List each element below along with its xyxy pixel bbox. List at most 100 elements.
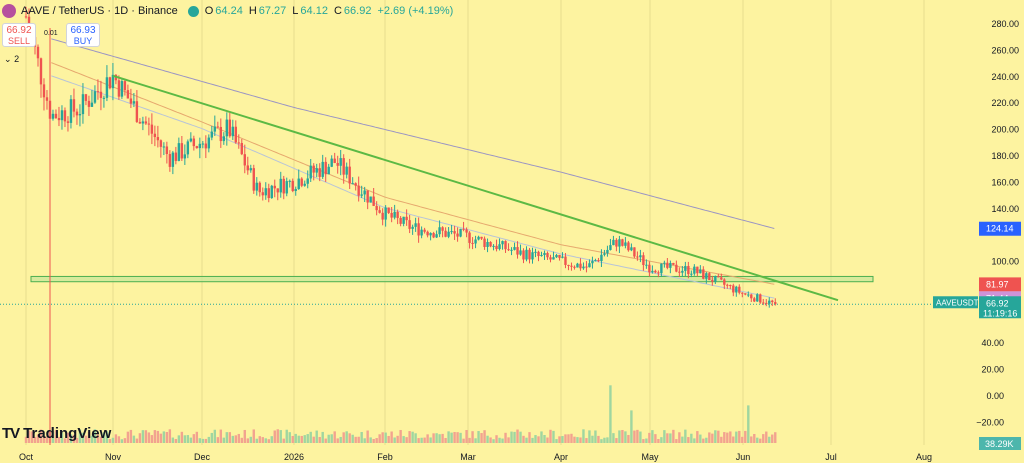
candle-body <box>522 250 525 260</box>
volume-bar <box>228 432 232 443</box>
candle-body <box>432 233 435 238</box>
candle-body <box>570 265 573 267</box>
high-value: 67.27 <box>258 5 287 17</box>
volume-bar <box>315 430 318 443</box>
volume-bar <box>774 432 777 443</box>
support-zone[interactable] <box>30 275 874 283</box>
volume-bar <box>153 430 157 443</box>
buy-price: 66.93 <box>70 25 96 36</box>
volume-bar <box>423 437 426 443</box>
volume-bar <box>420 437 423 443</box>
candle-body <box>45 97 49 101</box>
symbol-title[interactable]: AAVE / TetherUS · 1D · Binance <box>21 5 178 17</box>
candle-body <box>327 166 330 175</box>
volume-bar <box>579 437 582 443</box>
candle-body <box>453 231 456 234</box>
volume-bar <box>492 439 495 443</box>
candle-body <box>477 236 480 240</box>
candle-body <box>468 232 471 243</box>
volume-bar <box>135 438 139 443</box>
volume-bar <box>39 429 43 443</box>
candle-body <box>483 238 486 247</box>
volume-bar <box>747 405 750 443</box>
volume-bar <box>543 435 546 443</box>
candle-body <box>195 146 199 149</box>
volume-bar <box>51 431 55 443</box>
price-axis[interactable]: 280.00 260.00 240.00 220.00 200.00 180.00 160.… <box>933 19 1021 450</box>
candle-body <box>708 273 711 281</box>
time-tick-label: Feb <box>377 452 393 462</box>
volume-tick-label: −20.00 <box>976 417 1004 427</box>
candle-body <box>624 242 627 246</box>
candle-body <box>531 252 534 260</box>
volume-bar <box>366 430 369 443</box>
candle-body <box>384 207 387 220</box>
candle-body <box>699 269 702 274</box>
volume-bar <box>729 431 732 443</box>
volume-bar <box>138 433 142 443</box>
volume-bar <box>495 435 498 443</box>
volume-bar <box>489 437 492 443</box>
candle-body <box>651 270 654 273</box>
candle-body <box>189 138 193 142</box>
volume-bar <box>765 431 768 443</box>
price-tick-label: 240.00 <box>991 72 1019 82</box>
buy-button[interactable]: 66.93 BUY <box>66 23 100 47</box>
candle-body <box>381 212 384 220</box>
volume-bar <box>705 437 708 443</box>
price-tick-label: 200.00 <box>991 125 1019 135</box>
volume-bar <box>558 436 561 443</box>
candle-body <box>126 90 130 99</box>
volume-bar <box>105 430 109 443</box>
volume-bar <box>165 431 169 443</box>
candle-body <box>471 242 474 244</box>
candle-body <box>771 300 774 303</box>
aave-logo-icon <box>2 4 16 18</box>
candle-body <box>366 190 369 203</box>
volume-bar <box>63 438 67 443</box>
time-tick-label: May <box>641 452 659 462</box>
volume-bar <box>129 429 133 443</box>
trendline[interactable] <box>112 74 839 302</box>
volume-bar <box>528 432 531 443</box>
time-tick-label: Apr <box>554 452 568 462</box>
volume-bar <box>231 435 234 443</box>
volume-bar <box>606 437 609 443</box>
volume-bar <box>435 433 438 443</box>
volume-bar <box>693 438 696 443</box>
volume-bar <box>45 436 49 443</box>
candle-body <box>711 280 714 282</box>
sell-button[interactable]: 66.92 SELL <box>2 23 36 47</box>
candle-body <box>606 249 609 254</box>
quantity-selector[interactable]: ⌄ 2 <box>4 54 19 65</box>
volume-bar <box>516 429 519 443</box>
volume-label-box <box>979 437 1021 450</box>
candle-body <box>513 247 516 250</box>
symbol-label-text: AAVEUSDT <box>936 298 979 307</box>
volume-bar <box>93 429 97 443</box>
tradingview-logo[interactable]: TV TradingView <box>2 425 111 442</box>
spread-value: 0.01 <box>44 30 58 37</box>
volume-bar <box>726 432 729 443</box>
time-tick-label: Oct <box>19 452 34 462</box>
change-value: +2.69 (+4.19%) <box>377 5 454 17</box>
candle-body <box>174 152 178 161</box>
candle-body <box>507 249 510 251</box>
candle-body <box>765 302 768 304</box>
time-axis[interactable]: Oct Nov Dec 2026 Feb Mar Apr May Jun Jul Aug <box>19 452 932 462</box>
volume-bar <box>219 429 223 443</box>
volume-bar <box>621 429 624 443</box>
candle-body <box>450 231 453 233</box>
volume-bar <box>669 433 672 443</box>
candle-body <box>264 188 267 196</box>
candle-body <box>666 262 669 268</box>
volume-bar <box>603 437 606 443</box>
candle-body <box>693 266 696 274</box>
candle-body <box>129 98 133 104</box>
candle-body <box>408 220 411 229</box>
candle-body <box>144 121 148 124</box>
candle-body <box>348 166 351 184</box>
volume-bar <box>333 431 336 443</box>
